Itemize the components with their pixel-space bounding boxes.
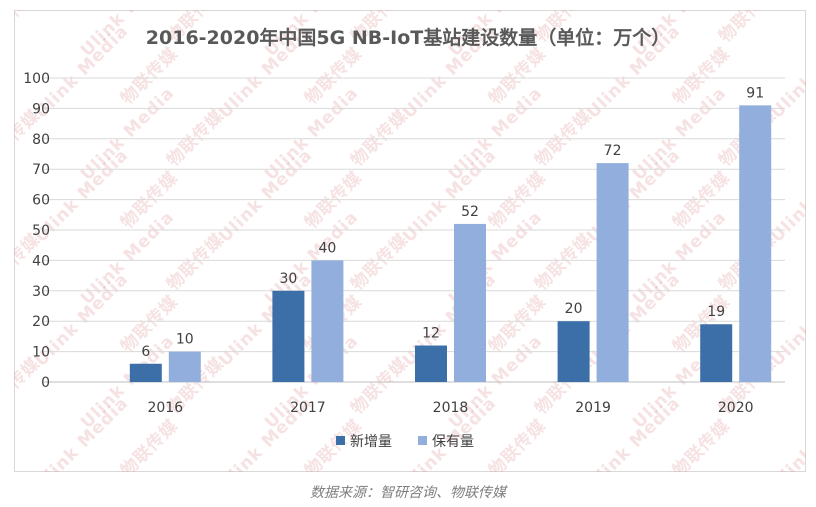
data-label: 72 [604,143,622,159]
y-tick-label: 30 [32,284,50,300]
bar-2020-total [739,105,772,383]
y-tick-label: 80 [32,132,50,148]
y-tick-label: 0 [41,375,50,391]
x-axis-tick-labels: 2016 2017 2018 2019 2020 [147,400,753,416]
bar-2019-total [596,163,629,382]
y-tick-label: 10 [32,345,50,361]
y-tick-label: 40 [32,253,50,269]
x-tick-label-2018: 2018 [433,400,469,416]
legend-label-total: 保有量 [432,434,474,450]
y-tick-label: 50 [32,223,50,239]
y-tick-label: 20 [32,314,50,330]
data-label: 19 [707,304,725,320]
y-axis-tick-labels: 0 10 20 30 40 50 60 70 80 90 100 [23,71,50,391]
bar-2019-new [557,321,590,382]
bar-2016-new [129,363,162,382]
x-tick-label-2019: 2019 [575,400,611,416]
x-tick-label-2016: 2016 [147,400,183,416]
data-label: 20 [565,301,583,317]
legend-swatch-total [418,436,427,445]
bar-2020-new [700,324,733,382]
y-tick-label: 70 [32,162,50,178]
data-label: 12 [422,326,440,342]
y-tick-label: 100 [23,71,50,87]
bar-2018-total [454,223,486,382]
legend-label-new: 新增量 [350,434,392,450]
data-label: 91 [746,85,764,101]
x-tick-label-2020: 2020 [718,400,754,416]
bar-2017-new [272,290,305,382]
data-label: 10 [176,332,194,348]
data-label: 52 [461,204,479,220]
legend-swatch-new [336,436,345,445]
data-labels: 6 10 30 40 12 52 20 72 19 91 [141,85,764,359]
gridlines [44,77,785,383]
legend: 新增量 保有量 [336,434,474,450]
source-note: 数据来源：智研咨询、物联传媒 [310,485,506,501]
y-tick-label: 90 [32,101,50,117]
x-tick-label-2017: 2017 [290,400,326,416]
bar-2018-new [415,345,447,382]
chart-title: 2016-2020年中国5G NB-IoT基站建设数量（单位：万个） [146,26,670,49]
bar-2017-total [311,260,344,382]
y-tick-label: 60 [32,193,50,209]
bars [129,105,772,383]
data-label: 6 [141,344,150,360]
data-label: 40 [318,240,336,256]
data-label: 30 [279,271,297,287]
chart-frame [14,10,806,472]
bar-2016-total [168,351,201,382]
